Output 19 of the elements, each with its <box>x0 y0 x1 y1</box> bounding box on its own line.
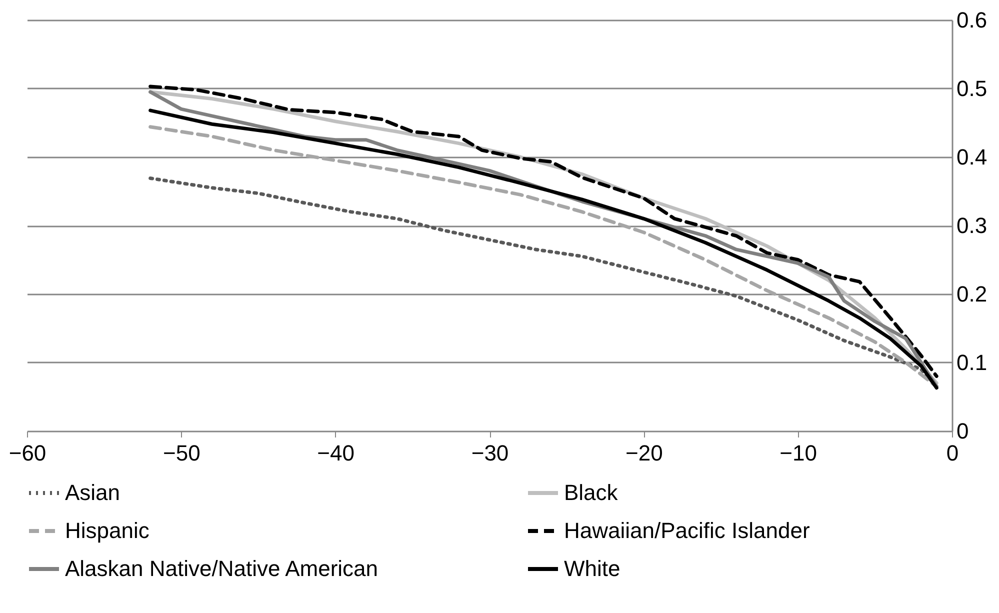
y-tick-label: 0.3 <box>956 213 988 238</box>
x-tick-label: −50 <box>163 440 200 466</box>
legend-label: Asian <box>65 480 120 505</box>
x-tick-label: −20 <box>626 440 663 466</box>
y-tick-label: 0.1 <box>956 350 988 375</box>
legend-label: Hawaiian/Pacific Islander <box>564 518 810 543</box>
legend-label: Black <box>564 480 619 505</box>
x-tick-label: −60 <box>8 440 46 466</box>
legend-label: Hispanic <box>65 518 150 543</box>
y-tick-label: 0 <box>956 418 969 444</box>
y-tick-label: 0.5 <box>956 76 988 101</box>
y-tick-label: 0.2 <box>956 282 988 306</box>
legend-label: White <box>564 556 620 581</box>
x-tick-label: −10 <box>780 440 817 466</box>
x-tick-label: −40 <box>317 440 354 466</box>
y-tick-label: 0.6 <box>956 8 988 32</box>
y-tick-label: 0.4 <box>956 144 988 170</box>
legend-label: Alaskan Native/Native American <box>65 556 378 581</box>
x-tick-label: −30 <box>471 440 509 466</box>
